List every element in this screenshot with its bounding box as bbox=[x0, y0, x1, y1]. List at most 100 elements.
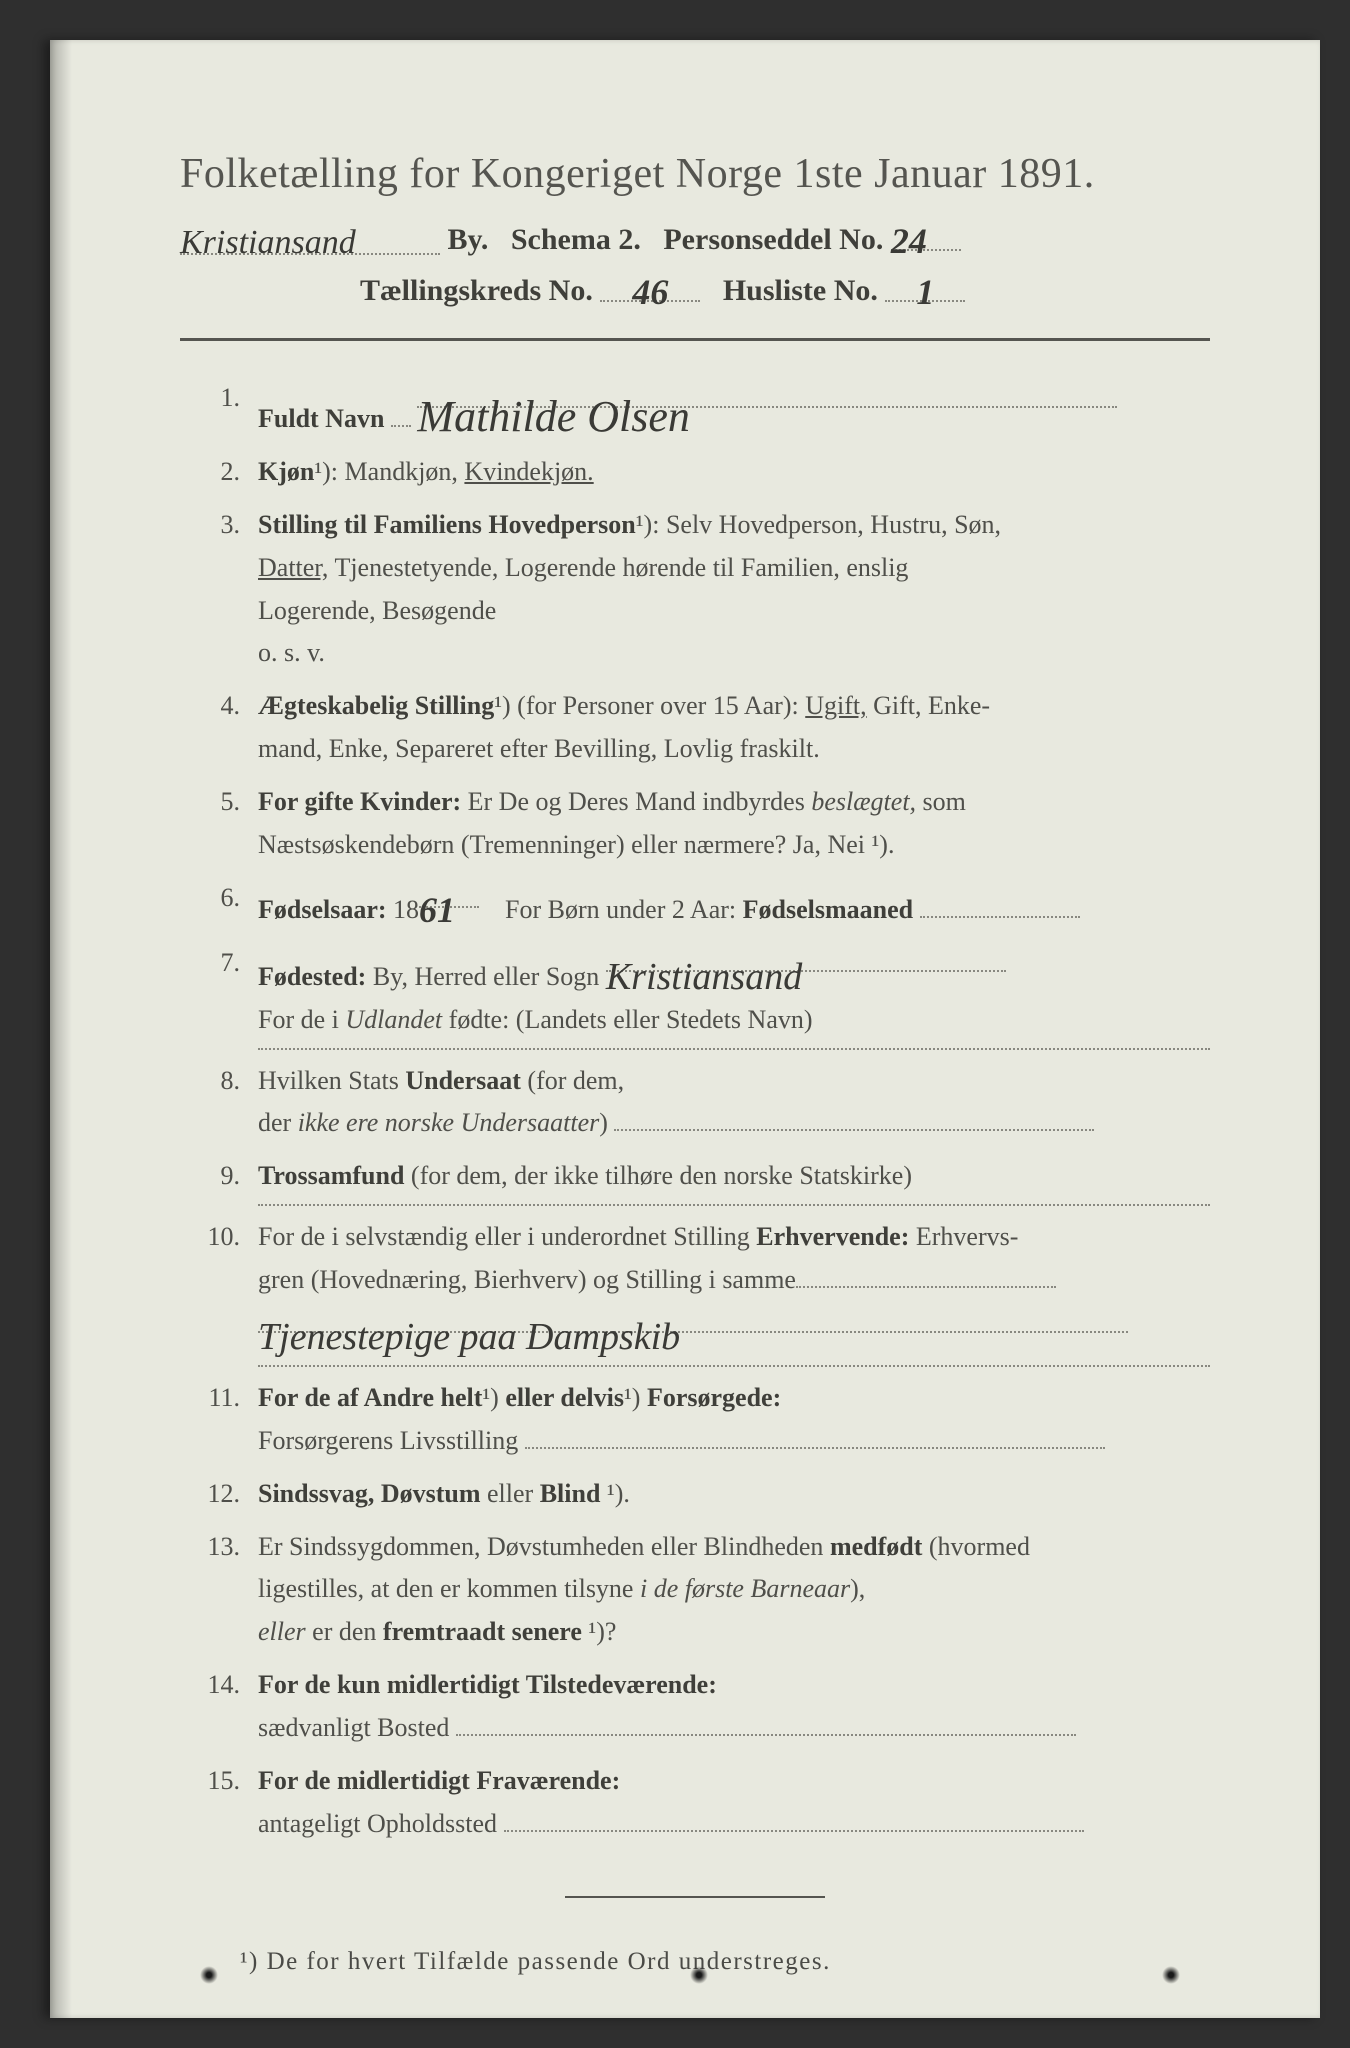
line-text: antageligt Opholdssted bbox=[258, 1809, 497, 1838]
hole-mark bbox=[1162, 1966, 1180, 1984]
option-kvindekjon: Kvindekjøn. bbox=[464, 457, 593, 486]
line-text: For de kun midlertidigt bbox=[258, 1670, 526, 1699]
line-text: ¹). bbox=[607, 1479, 630, 1508]
line-text: Selv Hovedperson, Hustru, Søn, bbox=[666, 510, 1001, 539]
bold-text: Sindssvag, bbox=[258, 1479, 374, 1508]
line-text: Næstsøskendebørn (Tremenninger) eller næ… bbox=[258, 830, 894, 859]
item-label: Kjøn bbox=[258, 457, 314, 486]
item-4: 4. Ægteskabelig Stilling¹) (for Personer… bbox=[180, 685, 1210, 771]
city-handwritten: Kristiansand bbox=[180, 224, 356, 262]
line-text: (hvormed bbox=[922, 1532, 1030, 1561]
item-15: 15. For de midlertidigt Fraværende: anta… bbox=[180, 1760, 1210, 1846]
line-text: som bbox=[923, 787, 966, 816]
line-text: Er De og Deres Mand indbyrdes bbox=[468, 787, 812, 816]
italic-text: Udlandet bbox=[345, 1005, 442, 1034]
item-label: Fuldt Navn bbox=[258, 404, 384, 433]
item-1: 1. Fuldt Navn Mathilde Olsen bbox=[180, 377, 1210, 441]
line-text: er den bbox=[306, 1617, 383, 1646]
footnote-rule bbox=[565, 1896, 825, 1898]
line-text: For de af Andre helt bbox=[258, 1383, 482, 1412]
line-text: Hvilken Stats bbox=[258, 1066, 405, 1095]
item-label: Stilling til Familiens Hovedperson bbox=[258, 510, 636, 539]
line-text: Logerende, Besøgende bbox=[258, 596, 496, 625]
item-num: 8. bbox=[180, 1060, 258, 1146]
name-handwritten: Mathilde Olsen bbox=[417, 381, 690, 454]
bold-text: Fraværende: bbox=[476, 1766, 620, 1795]
item-5: 5. For gifte Kvinder: Er De og Deres Man… bbox=[180, 781, 1210, 867]
item-num: 13. bbox=[180, 1526, 258, 1655]
line-text: Forsørgede: bbox=[640, 1383, 781, 1412]
line-text: Erhvervs- bbox=[909, 1222, 1018, 1251]
line-text: For de i bbox=[258, 1005, 345, 1034]
item-11: 11. For de af Andre helt¹) eller delvis¹… bbox=[180, 1377, 1210, 1463]
hole-mark bbox=[690, 1966, 708, 1984]
line-text: ligestilles, at den er kommen tilsyne bbox=[258, 1574, 640, 1603]
item-13: 13. Er Sindssygdommen, Døvstumheden elle… bbox=[180, 1526, 1210, 1655]
birthplace-handwritten: Kristiansand bbox=[606, 946, 802, 1009]
line-text: For Børn under 2 Aar: bbox=[505, 895, 743, 924]
line-text: (for dem, der ikke tilhøre den norske St… bbox=[411, 1161, 912, 1190]
item-num: 1. bbox=[180, 377, 258, 441]
italic-text: beslægtet, bbox=[811, 787, 916, 816]
line-text: Tjenestetyende, Logerende hørende til Fa… bbox=[328, 553, 908, 582]
item-2: 2. Kjøn¹): Mandkjøn, Kvindekjøn. bbox=[180, 451, 1210, 494]
dotted-line bbox=[180, 1204, 1210, 1206]
personseddel-label: Personseddel No. bbox=[663, 223, 883, 256]
line-text: mand, Enke, Separeret efter Bevilling, L… bbox=[258, 734, 820, 763]
line-text: sædvanligt Bosted bbox=[258, 1713, 449, 1742]
husliste-no: 1 bbox=[916, 271, 934, 313]
item-num: 14. bbox=[180, 1664, 258, 1750]
item-label: Fødested: bbox=[258, 962, 366, 991]
title-text: Folketælling for Kongeriget Norge 1ste J… bbox=[180, 151, 1095, 197]
hole-mark bbox=[200, 1966, 218, 1984]
item-label: Ægteskabelig Stilling bbox=[258, 691, 494, 720]
by-label: By. bbox=[448, 223, 489, 256]
line-text: eller delvis bbox=[499, 1383, 624, 1412]
personseddel-no: 24 bbox=[891, 220, 927, 262]
option-ugift: Ugift, bbox=[805, 691, 866, 720]
item-12: 12. Sindssvag, Døvstum eller Blind ¹). bbox=[180, 1473, 1210, 1516]
item-num: 5. bbox=[180, 781, 258, 867]
item-num: 12. bbox=[180, 1473, 258, 1516]
scan-background: Folketælling for Kongeriget Norge 1ste J… bbox=[0, 0, 1350, 2048]
main-title: Folketælling for Kongeriget Norge 1ste J… bbox=[180, 150, 1210, 198]
line-text: For de i selvstændig eller i underordnet… bbox=[258, 1222, 756, 1251]
bold-text: Undersaat bbox=[405, 1066, 521, 1095]
subheader-line-1: Kristiansand By. Schema 2. Personseddel … bbox=[180, 216, 1210, 257]
line-text: (for Personer over 15 Aar): bbox=[517, 691, 805, 720]
item-num: 15. bbox=[180, 1760, 258, 1846]
bold-text: fremtraadt senere bbox=[383, 1617, 582, 1646]
item-num: 7. bbox=[180, 942, 258, 1042]
schema-label: Schema 2. bbox=[511, 223, 641, 256]
year-prefix: 18 bbox=[393, 895, 419, 924]
line-text: ¹)? bbox=[582, 1617, 617, 1646]
dotted-line bbox=[180, 1048, 1210, 1050]
line-text: fødte: (Landets eller Stedets Navn) bbox=[442, 1005, 812, 1034]
line-text: Forsørgerens Livsstilling bbox=[258, 1426, 518, 1455]
item-num: 6. bbox=[180, 877, 258, 932]
bold-text: Tilstedeværende: bbox=[526, 1670, 717, 1699]
line-text: gren (Hovednæring, Bierhverv) og Stillin… bbox=[258, 1265, 796, 1294]
line-text: ), bbox=[850, 1574, 865, 1603]
line-text: By, Herred eller Sogn bbox=[373, 962, 599, 991]
item-num: 4. bbox=[180, 685, 258, 771]
year-handwritten: 61 bbox=[419, 881, 455, 940]
bold-text: Blind bbox=[540, 1479, 601, 1508]
line-text: (for dem, bbox=[521, 1066, 624, 1095]
item-label: For gifte Kvinder: bbox=[258, 787, 461, 816]
italic-text: eller bbox=[258, 1617, 306, 1646]
item-num: 11. bbox=[180, 1377, 258, 1463]
item-label: Fødselsaar: bbox=[258, 895, 387, 924]
italic-text: ikke ere norske Undersaatter bbox=[298, 1108, 600, 1137]
line-text: Gift, Enke- bbox=[873, 691, 990, 720]
item-6: 6. Fødselsaar: 1861 For Børn under 2 Aar… bbox=[180, 877, 1210, 932]
item-3: 3. Stilling til Familiens Hovedperson¹):… bbox=[180, 504, 1210, 676]
bold-text: Døvstum bbox=[381, 1479, 481, 1508]
husliste-label: Husliste No. bbox=[723, 274, 878, 307]
form-items: 1. Fuldt Navn Mathilde Olsen 2. Kjøn¹): … bbox=[180, 377, 1210, 1846]
line-text: o. s. v. bbox=[258, 638, 325, 667]
line-text: ) bbox=[599, 1108, 608, 1137]
italic-text: i de første Barneaar bbox=[640, 1574, 850, 1603]
bold-text: medfødt bbox=[830, 1532, 922, 1561]
bold-text: Erhvervende: bbox=[756, 1222, 909, 1251]
